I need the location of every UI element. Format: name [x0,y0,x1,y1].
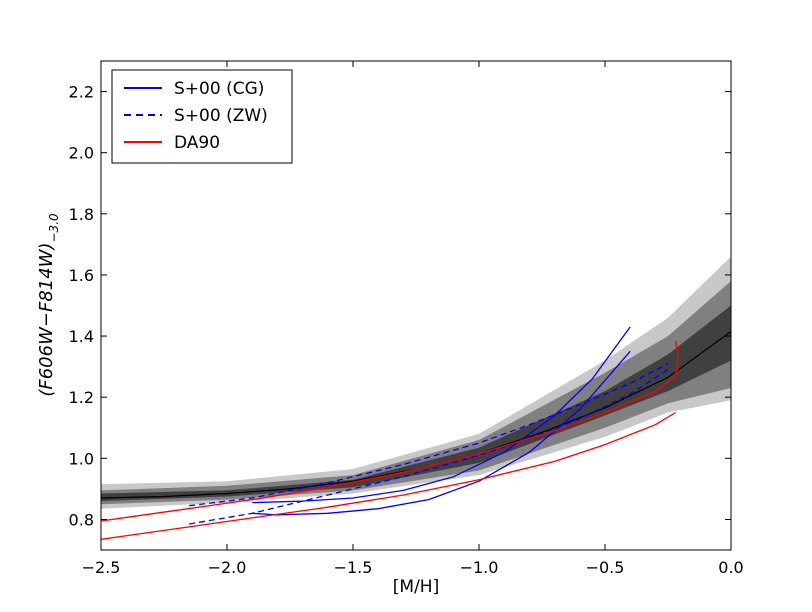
legend-box [111,69,293,164]
y-tick-label: 1.0 [69,449,94,468]
y-axis-label-main: (F606W−F814W) [36,242,57,396]
y-tick-label: 1.6 [69,266,94,285]
series-line-4 [189,363,669,507]
series-line-5 [189,369,669,525]
density-band-3 [101,305,731,502]
x-axis-label: [M/H] [393,577,439,597]
legend: S+00 (CG) S+00 (ZW) DA90 [111,69,293,164]
y-tick-label: 2.2 [69,83,94,102]
bands-layer [101,256,731,509]
series-line-7 [101,411,676,540]
series-line-2 [252,326,631,504]
density-band-1 [101,256,731,509]
x-tick-label: −1.5 [334,558,373,577]
x-tick-label: −2.5 [82,558,121,577]
legend-label: S+00 (ZW) [174,106,268,126]
y-tick-label: 1.8 [69,205,94,224]
y-tick-label: 1.2 [69,388,94,407]
y-tick-label: 2.0 [69,144,94,163]
x-tick-label: −2.0 [208,558,247,577]
legend-label: DA90 [174,133,220,153]
series-line-6 [101,340,679,522]
x-tick-label: −0.5 [586,558,625,577]
series-line-3 [252,350,631,516]
y-tick-label: 0.8 [69,510,94,529]
x-tick-label: −1.0 [460,558,499,577]
ticks-layer: −2.5 −2.0 −1.5 −1.0 −0.5 0.0 0.8 1.0 1.2 1.4 1.6 1.… [69,61,744,577]
x-tick-label: 0.0 [718,558,743,577]
y-axis-label: (F606W−F814W)−3.0 [36,213,61,397]
y-tick-label: 1.4 [69,327,94,346]
plot-frame [100,60,732,551]
y-axis-label-sub: −3.0 [47,213,61,243]
series-layer [101,326,731,540]
legend-label: S+00 (CG) [174,79,264,99]
